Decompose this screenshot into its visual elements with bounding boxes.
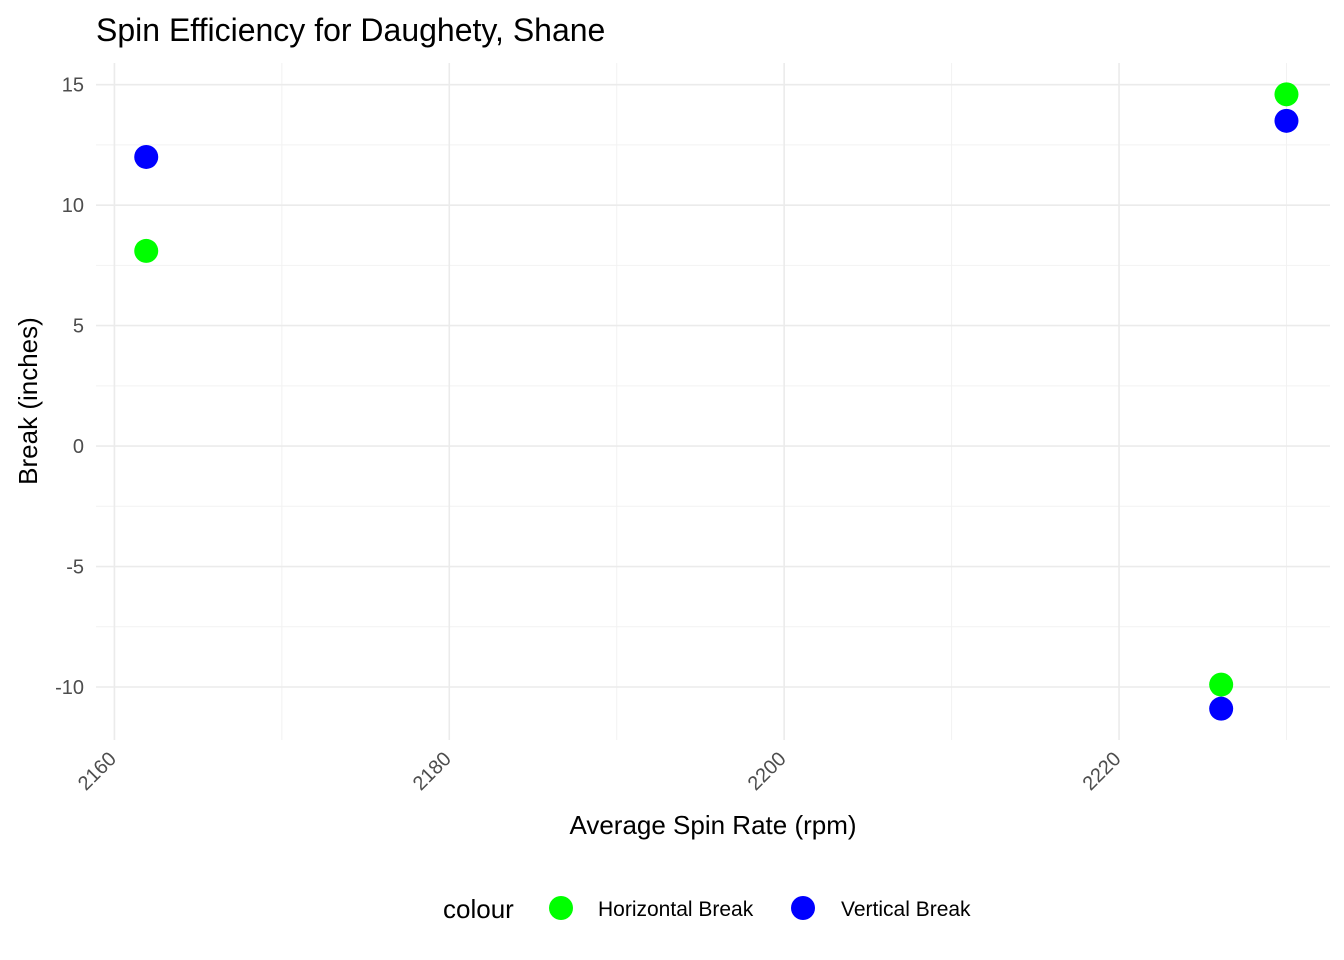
point-vertical-break — [134, 144, 159, 169]
legend-title: colour — [443, 894, 514, 924]
x-axis-title: Average Spin Rate (rpm) — [569, 810, 856, 840]
legend-label-horizontal-break: Horizontal Break — [598, 898, 754, 921]
y-tick-label: -5 — [66, 557, 84, 579]
y-tick-label: 0 — [73, 436, 84, 458]
legend-label-vertical-break: Vertical Break — [841, 898, 971, 921]
point-vertical-break — [1209, 696, 1234, 721]
point-vertical-break — [1274, 108, 1299, 133]
point-horizontal-break — [1209, 672, 1234, 697]
legend: colour Horizontal Break Vertical Break — [443, 894, 971, 924]
data-points — [134, 82, 1299, 721]
y-axis-title: Break (inches) — [13, 317, 43, 485]
grid — [96, 63, 1330, 740]
y-tick-label: 10 — [62, 195, 84, 217]
chart-title: Spin Efficiency for Daughety, Shane — [96, 12, 605, 48]
point-horizontal-break — [134, 238, 159, 263]
y-tick-label: 5 — [73, 316, 84, 338]
legend-key-vertical-break — [791, 896, 815, 920]
y-tick-label: 15 — [62, 75, 84, 97]
y-tick-label: -10 — [55, 677, 84, 699]
point-horizontal-break — [1274, 82, 1299, 107]
legend-key-horizontal-break — [549, 896, 573, 920]
